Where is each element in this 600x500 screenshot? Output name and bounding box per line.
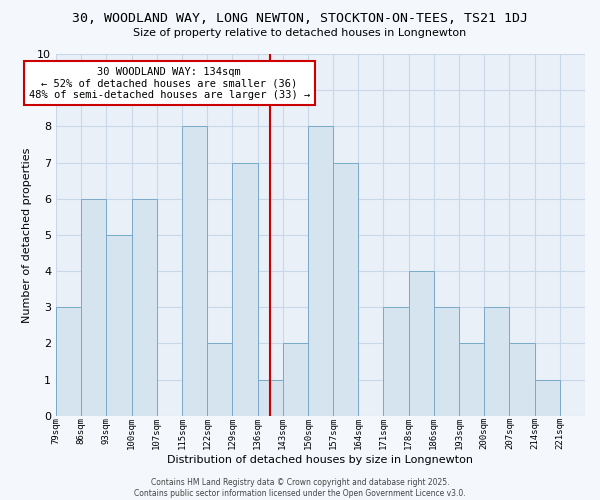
Bar bbox=[484, 308, 509, 416]
Bar bbox=[434, 308, 459, 416]
Bar bbox=[509, 344, 535, 416]
Text: Contains HM Land Registry data © Crown copyright and database right 2025.
Contai: Contains HM Land Registry data © Crown c… bbox=[134, 478, 466, 498]
Bar bbox=[535, 380, 560, 416]
Bar bbox=[283, 344, 308, 416]
Bar bbox=[308, 126, 333, 416]
Bar bbox=[257, 380, 283, 416]
Bar bbox=[81, 198, 106, 416]
Bar bbox=[409, 271, 434, 416]
Bar bbox=[232, 162, 257, 416]
Text: Size of property relative to detached houses in Longnewton: Size of property relative to detached ho… bbox=[133, 28, 467, 38]
Bar bbox=[106, 235, 131, 416]
Bar bbox=[333, 162, 358, 416]
Bar bbox=[459, 344, 484, 416]
Bar bbox=[56, 308, 81, 416]
Bar bbox=[207, 344, 232, 416]
Bar bbox=[383, 308, 409, 416]
Text: 30 WOODLAND WAY: 134sqm
← 52% of detached houses are smaller (36)
48% of semi-de: 30 WOODLAND WAY: 134sqm ← 52% of detache… bbox=[29, 66, 310, 100]
Y-axis label: Number of detached properties: Number of detached properties bbox=[22, 147, 32, 322]
Bar bbox=[131, 198, 157, 416]
X-axis label: Distribution of detached houses by size in Longnewton: Distribution of detached houses by size … bbox=[167, 455, 473, 465]
Text: 30, WOODLAND WAY, LONG NEWTON, STOCKTON-ON-TEES, TS21 1DJ: 30, WOODLAND WAY, LONG NEWTON, STOCKTON-… bbox=[72, 12, 528, 26]
Bar bbox=[182, 126, 207, 416]
